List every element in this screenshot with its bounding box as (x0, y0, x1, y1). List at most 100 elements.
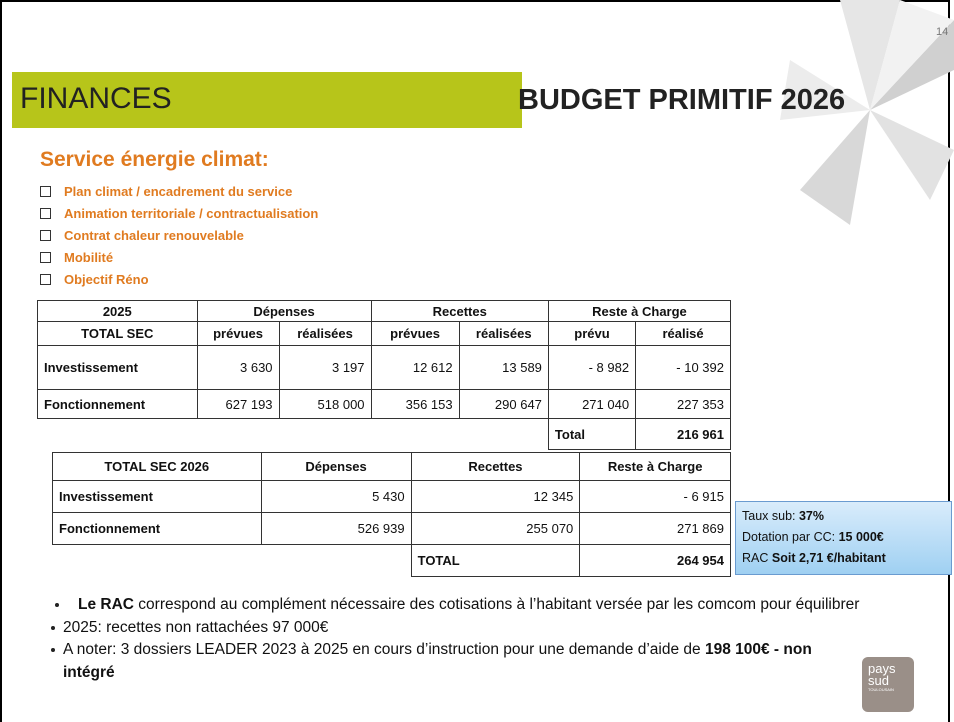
header-cell: réalisé (636, 322, 731, 346)
cell: - 6 915 (580, 481, 731, 513)
cell: 290 647 (459, 390, 548, 419)
cell: Fonctionnement (38, 390, 198, 419)
service-item: Contrat chaleur renouvelable (40, 225, 318, 247)
cell: Investissement (38, 346, 198, 390)
header-cell: prévu (548, 322, 635, 346)
service-title: Service énergie climat: (40, 148, 269, 172)
service-item: Objectif Réno (40, 269, 318, 291)
text-run: correspond au complément nécessaire des … (134, 596, 859, 613)
service-item: Plan climat / encadrement du service (40, 181, 318, 203)
header-cell: Recettes (411, 453, 580, 481)
total-label: Total (548, 419, 635, 450)
total-label: TOTAL (411, 545, 580, 577)
service-items: Plan climat / encadrement du service Anim… (40, 181, 318, 291)
total-value: 216 961 (636, 419, 731, 450)
empty-cell (38, 419, 198, 450)
slide-title: BUDGET PRIMITIF 2026 (518, 84, 845, 117)
cell: - 10 392 (636, 346, 731, 390)
empty-cell (459, 419, 548, 450)
header-cell: 2025 (38, 301, 198, 322)
text-run: Dotation par CC: (742, 530, 839, 544)
header-cell: réalisées (279, 322, 371, 346)
cell: 3 197 (279, 346, 371, 390)
item-text: Mobilité (64, 250, 113, 265)
logo-text: sud (868, 675, 914, 687)
cell: 271 869 (580, 513, 731, 545)
checkbox (40, 208, 51, 219)
item-text: Plan climat / encadrement du service (64, 184, 292, 199)
header-cell: prévues (371, 322, 459, 346)
cell: 227 353 (636, 390, 731, 419)
text-run: Soit 2,71 €/habitant (772, 551, 886, 565)
header-cell: TOTAL SEC (38, 322, 198, 346)
header-cell: Dépenses (261, 453, 411, 481)
info-line: RAC Soit 2,71 €/habitant (742, 548, 945, 569)
section-label: FINANCES (20, 82, 172, 116)
empty-cell (371, 419, 459, 450)
info-box: Taux sub: 37%Dotation par CC: 15 000€RAC… (735, 501, 952, 575)
text-run: A noter: 3 dossiers LEADER 2023 à 2025 e… (63, 641, 705, 658)
cell: 627 193 (197, 390, 279, 419)
empty-cell (261, 545, 411, 577)
empty-cell (197, 419, 279, 450)
cell: 12 345 (411, 481, 580, 513)
bullets: Le RAC correspond au complément nécessai… (63, 594, 943, 684)
header-cell: prévues (197, 322, 279, 346)
text-run: 15 000€ (839, 530, 884, 544)
text-run: 2025: recettes non rattachées 97 000€ (63, 619, 328, 636)
cell: 5 430 (261, 481, 411, 513)
header-cell: Reste à Charge (580, 453, 731, 481)
checkbox (40, 274, 51, 285)
bullet: 2025: recettes non rattachées 97 000€ (63, 617, 943, 640)
item-text: Contrat chaleur renouvelable (64, 228, 244, 243)
text-run: RAC (742, 551, 772, 565)
bullet: Le RAC correspond au complément nécessai… (63, 594, 943, 617)
header-cell: réalisées (459, 322, 548, 346)
page-number: 14 (936, 26, 948, 38)
cell: 12 612 (371, 346, 459, 390)
empty-cell (279, 419, 371, 450)
text-run: Le RAC (78, 596, 134, 613)
cell: 3 630 (197, 346, 279, 390)
cell: Fonctionnement (53, 513, 262, 545)
info-line: Taux sub: 37% (742, 506, 945, 527)
cell: 526 939 (261, 513, 411, 545)
cell: 255 070 (411, 513, 580, 545)
service-item: Animation territoriale / contractualisat… (40, 203, 318, 225)
item-text: Objectif Réno (64, 272, 149, 287)
cell: Investissement (53, 481, 262, 513)
header-cell: TOTAL SEC 2026 (53, 453, 262, 481)
total-value: 264 954 (580, 545, 731, 577)
cell: 518 000 (279, 390, 371, 419)
slide: FINANCES BUDGET PRIMITIF 2026 14 Service… (0, 0, 954, 722)
header-cell: Reste à Charge (548, 301, 730, 322)
bullet: A noter: 3 dossiers LEADER 2023 à 2025 e… (63, 639, 833, 684)
text-run: 37% (799, 509, 824, 523)
checkbox (40, 230, 51, 241)
cell: 13 589 (459, 346, 548, 390)
info-line: Dotation par CC: 15 000€ (742, 527, 945, 548)
header-cell: Dépenses (197, 301, 371, 322)
service-item: Mobilité (40, 247, 318, 269)
item-text: Animation territoriale / contractualisat… (64, 206, 318, 221)
cell: - 8 982 (548, 346, 635, 390)
cell: 271 040 (548, 390, 635, 419)
text-run: Taux sub: (742, 509, 799, 523)
checkbox (40, 252, 51, 263)
cell: 356 153 (371, 390, 459, 419)
data-row: Fonctionnement526 939255 070271 869 (53, 513, 731, 545)
checkbox (40, 186, 51, 197)
empty-cell (53, 545, 262, 577)
header-cell: Recettes (371, 301, 548, 322)
logo-text: TOULOUSAIN (868, 687, 914, 693)
